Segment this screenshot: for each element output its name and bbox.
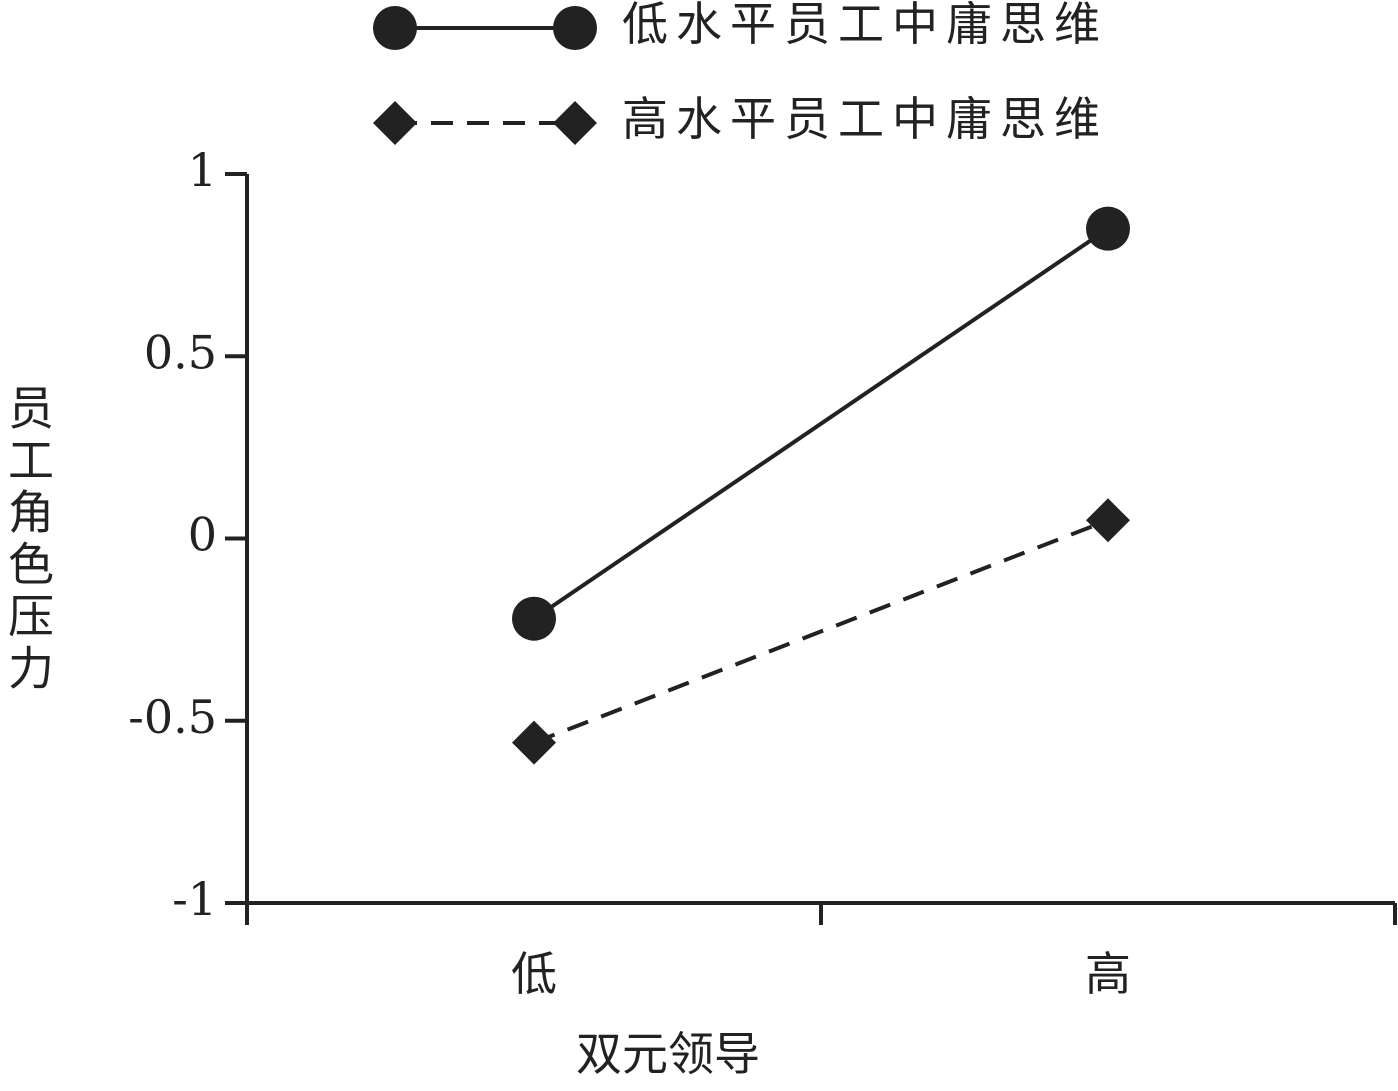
y-tick-label: 0.5 — [144, 325, 217, 379]
legend-label: 低水平员工中庸思维 — [622, 0, 1108, 51]
data-point — [1086, 206, 1130, 251]
y-tick-label: 1 — [188, 143, 217, 197]
legend-marker — [373, 6, 417, 50]
legend-marker — [553, 6, 597, 50]
data-point — [1086, 498, 1130, 543]
data-point — [512, 596, 556, 641]
y-tick-label: 0 — [188, 508, 217, 562]
x-tick-label: 低 — [511, 947, 557, 1001]
series-line — [532, 227, 1110, 621]
legend-label: 高水平员工中庸思维 — [622, 92, 1108, 146]
y-tick-label: -1 — [172, 872, 217, 926]
series-line — [533, 518, 1109, 745]
legend-marker — [553, 101, 597, 145]
x-axis-label: 双元领导 — [576, 1027, 760, 1081]
legend-marker — [373, 101, 417, 145]
y-tick-label: -0.5 — [128, 690, 217, 744]
x-tick-label: 高 — [1085, 947, 1131, 1001]
y-axis-label: 员工角色压力 — [1, 384, 55, 696]
data-point — [512, 720, 556, 765]
